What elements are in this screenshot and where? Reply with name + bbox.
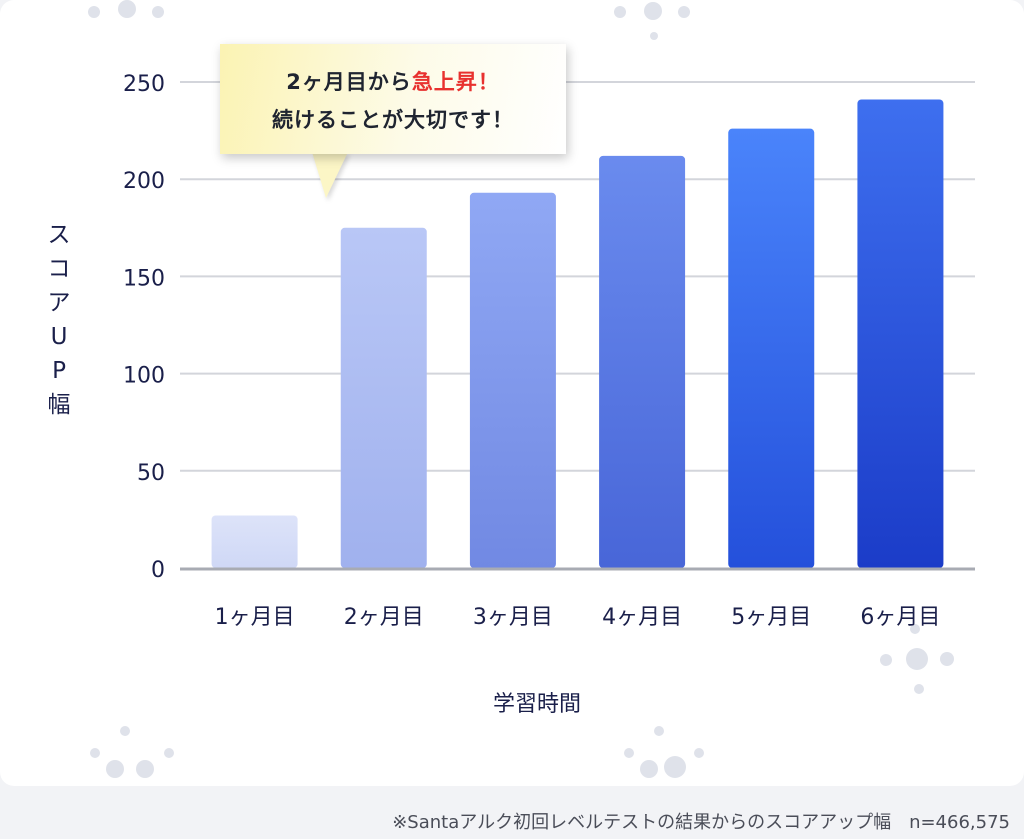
x-tick-label: 6ヶ月目 <box>860 605 940 630</box>
callout-highlight: 急上昇！ <box>411 70 500 94</box>
x-tick-label: 2ヶ月目 <box>344 605 424 630</box>
decoration-dots-icon <box>90 726 180 786</box>
decoration-dots-icon <box>88 0 178 60</box>
bar <box>469 192 556 569</box>
bar <box>340 227 427 569</box>
y-tick-label: 200 <box>123 169 165 194</box>
y-tick-label: 0 <box>151 558 165 583</box>
callout-box <box>220 44 566 154</box>
annotation-callout: 2ヶ月目から急上昇！ 続けることが大切です！ <box>220 44 566 198</box>
y-tick-label: 100 <box>123 364 165 389</box>
bar <box>211 515 298 568</box>
callout-line-2: 続けることが大切です！ <box>272 108 514 132</box>
bar <box>728 128 815 568</box>
footnote: ※Santaアルク初回レベルテストの結果からのスコアアップ幅 n=466,575 <box>392 812 1010 833</box>
callout-prefix: 2ヶ月目から <box>286 70 412 94</box>
bar-chart: 0 50 100 150 200 250 1ヶ月目 2ヶ月目 3ヶ月目 4ヶ月目 5ヶ月目 6ヶ月目 <box>123 72 975 630</box>
y-tick-label: 150 <box>123 266 165 291</box>
y-tick-label: 250 <box>123 72 165 97</box>
callout-tail <box>312 152 348 198</box>
bar <box>857 99 944 568</box>
x-axis-label: 学習時間 <box>492 692 581 717</box>
decoration-dots-icon <box>614 726 704 786</box>
x-axis-title-row: 学習時間 <box>0 686 1024 718</box>
x-tick-label: 1ヶ月目 <box>215 605 295 630</box>
decoration-dots-icon <box>880 624 970 694</box>
decoration-dots-icon <box>614 0 704 60</box>
bar <box>599 155 686 568</box>
x-tick-label: 3ヶ月目 <box>473 605 553 630</box>
x-tick-label: 5ヶ月目 <box>731 605 811 630</box>
y-tick-label: 50 <box>137 461 165 486</box>
x-tick-label: 4ヶ月目 <box>602 605 682 630</box>
callout-line-1: 2ヶ月目から急上昇！ <box>220 66 566 96</box>
